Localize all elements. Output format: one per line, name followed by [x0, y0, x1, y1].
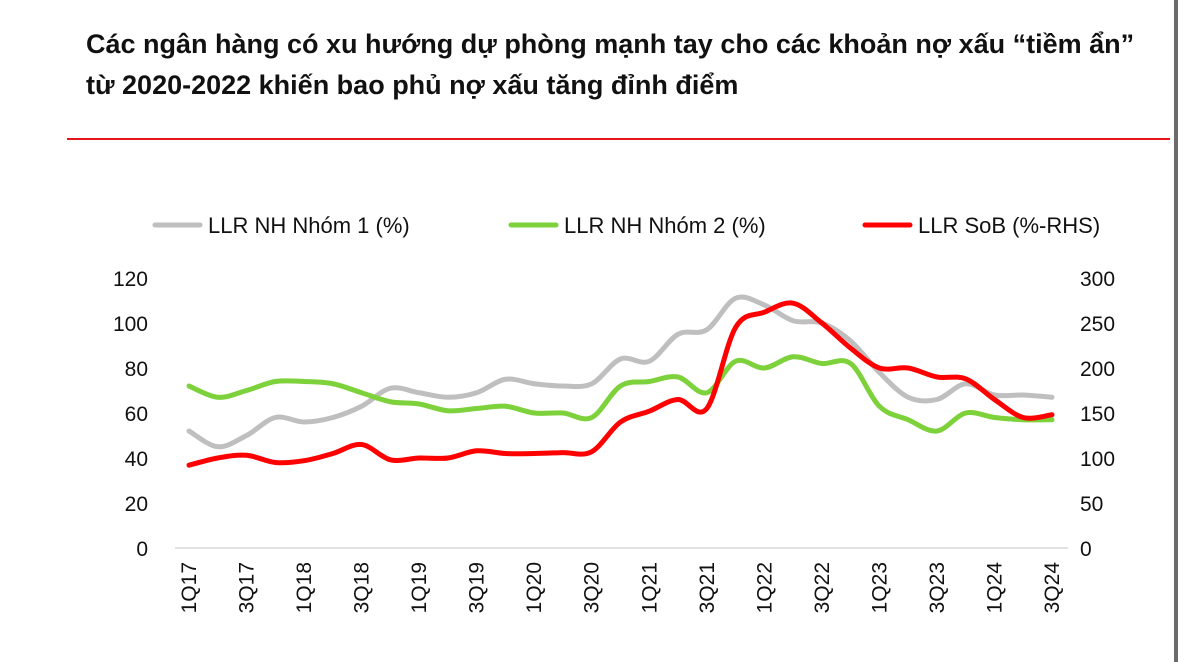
y-right-tick-label: 0 [1080, 538, 1092, 561]
x-tick-label: 3Q22 [811, 562, 834, 613]
x-tick-label: 1Q22 [753, 562, 776, 613]
x-tick-label: 3Q19 [466, 562, 489, 613]
y-right-tick-label: 50 [1080, 493, 1103, 516]
y-left-tick-label: 20 [125, 493, 148, 516]
x-tick-label: 3Q17 [236, 562, 259, 613]
y-left-tick-label: 40 [125, 448, 148, 471]
y-right-tick-label: 250 [1080, 313, 1115, 336]
y-left-tick-label: 0 [136, 538, 148, 561]
y-left-tick-label: 120 [113, 268, 148, 291]
legend-label: LLR SoB (%-RHS) [918, 213, 1100, 238]
series-line [186, 294, 1055, 450]
x-tick-label: 3Q24 [1041, 562, 1064, 614]
x-tick-label: 1Q20 [523, 562, 546, 613]
axes: 0 20 40 60 80 100 120 0 50 100 150 200 250 300 1Q17 3Q1… [113, 268, 1115, 613]
y-left-tick-label: 60 [125, 403, 148, 426]
page-edge [1174, 0, 1178, 662]
series-lines [186, 294, 1055, 468]
y-right-tick-label: 300 [1080, 268, 1115, 291]
x-tick-label: 3Q18 [351, 562, 374, 613]
series-line [186, 300, 1055, 468]
y-right-tick-label: 150 [1080, 403, 1115, 426]
legend-label: LLR NH Nhóm 1 (%) [208, 213, 410, 238]
series-line [186, 354, 1055, 434]
y-left-tick-label: 100 [113, 313, 148, 336]
legend: LLR NH Nhóm 1 (%) LLR NH Nhóm 2 (%) LLR So… [152, 213, 1100, 238]
x-tick-label: 1Q24 [983, 562, 1006, 614]
x-tick-label: 1Q21 [638, 562, 661, 613]
x-tick-label: 3Q20 [581, 562, 604, 613]
x-tick-label: 3Q21 [696, 562, 719, 613]
chart-title: Các ngân hàng có xu hướng dự phòng mạnh … [86, 29, 1135, 100]
x-tick-label: 1Q17 [178, 562, 201, 613]
legend-label: LLR NH Nhóm 2 (%) [564, 213, 766, 238]
title-divider [67, 138, 1170, 140]
x-tick-label: 1Q23 [868, 562, 891, 613]
y-left-tick-label: 80 [125, 358, 148, 381]
x-tick-label: 1Q19 [408, 562, 431, 613]
y-right-tick-label: 100 [1080, 448, 1115, 471]
x-tick-label: 3Q23 [926, 562, 949, 613]
y-right-tick-label: 200 [1080, 358, 1115, 381]
x-tick-label: 1Q18 [293, 562, 316, 613]
